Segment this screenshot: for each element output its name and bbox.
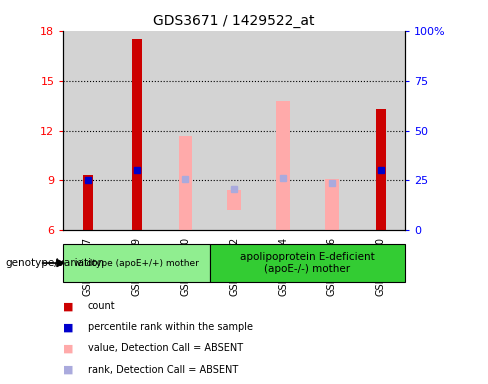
Bar bbox=[259, 31, 307, 230]
Text: value, Detection Call = ABSENT: value, Detection Call = ABSENT bbox=[88, 343, 243, 354]
Bar bbox=[376, 109, 386, 230]
Text: ■: ■ bbox=[63, 301, 74, 311]
Bar bbox=[227, 190, 241, 210]
Bar bbox=[161, 31, 210, 230]
Text: genotype/variation: genotype/variation bbox=[5, 258, 104, 268]
Title: GDS3671 / 1429522_at: GDS3671 / 1429522_at bbox=[154, 14, 315, 28]
Text: wildtype (apoE+/+) mother: wildtype (apoE+/+) mother bbox=[74, 258, 199, 268]
Bar bbox=[112, 31, 161, 230]
Bar bbox=[63, 31, 112, 230]
Bar bbox=[63, 244, 210, 282]
Bar bbox=[210, 31, 259, 230]
Bar bbox=[356, 31, 405, 230]
Bar bbox=[276, 101, 290, 230]
Bar bbox=[132, 39, 142, 230]
Bar bbox=[325, 179, 339, 230]
Bar bbox=[307, 31, 356, 230]
Text: count: count bbox=[88, 301, 116, 311]
Text: ■: ■ bbox=[63, 343, 74, 354]
Text: ■: ■ bbox=[63, 322, 74, 333]
Text: rank, Detection Call = ABSENT: rank, Detection Call = ABSENT bbox=[88, 364, 238, 375]
Bar bbox=[210, 244, 405, 282]
Bar bbox=[179, 136, 192, 230]
Bar bbox=[83, 175, 93, 230]
Text: ■: ■ bbox=[63, 364, 74, 375]
Text: apolipoprotein E-deficient
(apoE-/-) mother: apolipoprotein E-deficient (apoE-/-) mot… bbox=[240, 252, 375, 274]
Text: percentile rank within the sample: percentile rank within the sample bbox=[88, 322, 253, 333]
